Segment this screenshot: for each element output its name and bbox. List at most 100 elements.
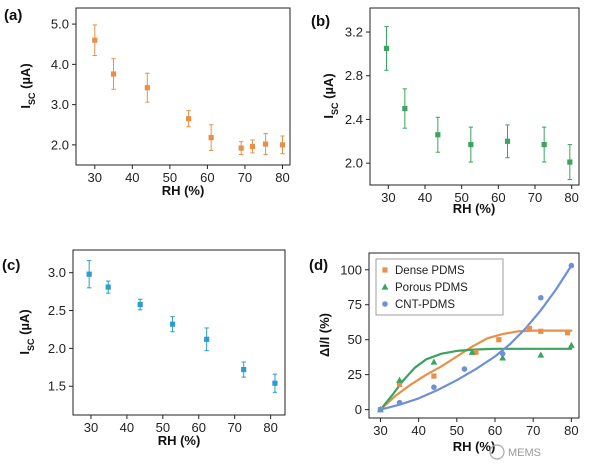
y-tick-label: 2.0	[51, 137, 69, 152]
y-tick-label: 2.0	[345, 156, 363, 171]
watermark-icon	[489, 444, 505, 460]
data-point	[169, 321, 176, 327]
legend-label: Porous PDMS	[395, 282, 468, 294]
data-point	[567, 341, 575, 348]
y-tick-label: 2.8	[345, 68, 363, 83]
legend-box	[375, 258, 504, 316]
legend-label: CNT-PDMS	[395, 299, 455, 311]
watermark: MEMS	[489, 444, 541, 460]
data-point	[496, 337, 502, 343]
x-tick-label: 30	[88, 170, 102, 185]
x-tick-label: 30	[84, 420, 98, 435]
y-tick-label: 0	[355, 402, 362, 417]
y-tick-label: 3.0	[48, 265, 66, 280]
x-tick-label: 80	[263, 420, 277, 435]
data-point	[468, 348, 476, 355]
legend-marker	[381, 283, 389, 290]
data-point	[249, 143, 256, 150]
x-tick-label: 70	[227, 420, 241, 435]
y-tick-label: 2.0	[48, 341, 66, 356]
y-axis-title: ΔI/I (%)	[317, 313, 332, 357]
x-axis-title: RH (%)	[158, 433, 201, 448]
data-point	[92, 37, 98, 43]
x-axis-title: RH (%)	[453, 439, 496, 454]
fit-curve	[379, 329, 573, 411]
data-point	[110, 71, 117, 77]
panel-label: (b)	[311, 13, 330, 30]
x-tick-label: 50	[454, 190, 468, 205]
panel-label: (d)	[309, 257, 328, 274]
data-point	[279, 142, 286, 148]
panel-b: 30 40 50 60 70 80 2.0 2.4 2.8 3.2 (b) RH (%) ISC (µA…	[311, 7, 580, 216]
x-tick-label: 80	[564, 190, 578, 205]
legend-label: Dense PDMS	[395, 265, 465, 277]
data-point	[204, 336, 210, 342]
y-axis-title: ISC (µA)	[18, 63, 37, 108]
data-point	[504, 138, 511, 144]
y-tick-label: 2.5	[48, 303, 66, 318]
data-point	[499, 350, 506, 357]
data-point	[396, 399, 403, 406]
x-tick-label: 50	[163, 170, 177, 185]
data-point	[238, 145, 244, 151]
x-tick-label: 60	[488, 423, 502, 438]
data-point	[241, 366, 247, 373]
data-point	[137, 301, 143, 308]
x-tick-label: 60	[192, 420, 206, 435]
panel-c: 30 40 50 60 70 80 1.5 2.0 2.5 3.0 (c) RH (%) ISC (µA…	[2, 249, 286, 448]
data-point	[461, 366, 468, 372]
x-tick-label: 40	[125, 170, 139, 185]
data-point	[526, 325, 532, 332]
panel-a: 30 40 50 60 70 80 2.0 3.0 4.0 5.0 (a) RH (%) ISC (µA…	[4, 7, 291, 198]
x-tick-label: 50	[450, 423, 464, 438]
data-point	[105, 284, 111, 290]
data-point	[430, 358, 438, 365]
data-point	[567, 159, 573, 165]
x-tick-label: 70	[528, 190, 542, 205]
data-point	[144, 85, 150, 91]
data-point	[431, 384, 437, 391]
y-tick-label: 3.0	[51, 97, 69, 112]
y-tick-label: 2.4	[345, 112, 363, 127]
x-tick-label: 30	[373, 423, 387, 438]
data-point	[402, 105, 408, 112]
data-point	[468, 141, 474, 148]
plot-frame	[75, 7, 291, 166]
data-point	[396, 381, 403, 388]
x-tick-label: 30	[381, 190, 395, 205]
data-point	[431, 373, 437, 379]
y-tick-label: 100	[340, 262, 362, 277]
data-point	[568, 262, 575, 269]
plot-frame	[368, 252, 580, 419]
data-point	[186, 116, 192, 122]
x-tick-label: 70	[526, 423, 540, 438]
x-tick-label: 40	[418, 190, 432, 205]
data-point	[377, 406, 384, 413]
x-tick-label: 80	[275, 170, 289, 185]
data-point	[396, 376, 403, 383]
y-tick-label: 50	[348, 332, 362, 347]
x-axis-title: RH (%)	[162, 183, 205, 198]
y-tick-label: 25	[348, 367, 362, 382]
y-tick-label: 75	[348, 297, 362, 312]
data-point	[435, 132, 441, 138]
data-point	[564, 330, 571, 336]
data-point	[86, 271, 92, 277]
y-tick-label: 1.5	[48, 379, 66, 394]
data-point	[538, 328, 544, 334]
y-axis-title: ISC (µA)	[17, 309, 36, 354]
x-tick-label: 40	[411, 423, 425, 438]
plot-frame	[72, 249, 286, 416]
legend: Dense PDMS Porous PDMS CNT-PDMS	[375, 258, 504, 316]
x-tick-label: 70	[238, 170, 252, 185]
x-axis-title: RH (%)	[453, 201, 496, 216]
panel-label: (a)	[4, 7, 22, 24]
data-point	[541, 141, 547, 148]
x-tick-label: 60	[200, 170, 214, 185]
data-point	[537, 351, 545, 358]
data-point	[208, 135, 214, 141]
data-point	[383, 45, 390, 52]
legend-marker	[382, 301, 388, 307]
legend-marker	[382, 267, 388, 273]
